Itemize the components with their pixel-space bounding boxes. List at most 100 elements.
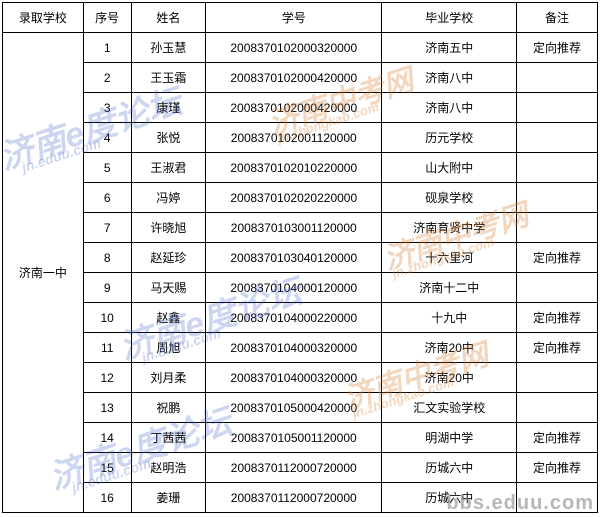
table-row: 4张悦2008370102001120000历元学校 bbox=[3, 123, 598, 153]
cell-remark bbox=[517, 63, 598, 93]
table-row: 3康瑾2008370102000420000济南八中 bbox=[3, 93, 598, 123]
table-row: 16姜珊2008370112000720000历城六中 bbox=[3, 483, 598, 513]
cell-grad: 砚泉学校 bbox=[382, 183, 517, 213]
header-admit-school: 录取学校 bbox=[3, 3, 84, 33]
cell-id: 2008370105000420000 bbox=[206, 393, 382, 423]
cell-grad: 济南20中 bbox=[382, 333, 517, 363]
header-graduate: 毕业学校 bbox=[382, 3, 517, 33]
cell-seq: 8 bbox=[83, 243, 131, 273]
cell-grad: 济南五中 bbox=[382, 33, 517, 63]
cell-seq: 5 bbox=[83, 153, 131, 183]
table-row: 12刘月柔2008370104000320000济南20中 bbox=[3, 363, 598, 393]
table-row: 13祝鹏2008370105000420000汇文实验学校 bbox=[3, 393, 598, 423]
cell-seq: 4 bbox=[83, 123, 131, 153]
cell-id: 2008370104000320000 bbox=[206, 333, 382, 363]
cell-remark bbox=[517, 183, 598, 213]
cell-grad: 济南十二中 bbox=[382, 273, 517, 303]
cell-seq: 15 bbox=[83, 453, 131, 483]
cell-name: 马天赐 bbox=[131, 273, 206, 303]
cell-grad: 历城六中 bbox=[382, 453, 517, 483]
table-row: 6冯婷2008370102020220000砚泉学校 bbox=[3, 183, 598, 213]
cell-name: 赵鑫 bbox=[131, 303, 206, 333]
cell-grad: 济南八中 bbox=[382, 63, 517, 93]
cell-remark: 定向推荐 bbox=[517, 423, 598, 453]
cell-seq: 10 bbox=[83, 303, 131, 333]
cell-id: 2008370102020220000 bbox=[206, 183, 382, 213]
header-remark: 备注 bbox=[517, 3, 598, 33]
cell-seq: 11 bbox=[83, 333, 131, 363]
cell-name: 王玉霜 bbox=[131, 63, 206, 93]
cell-remark: 定向推荐 bbox=[517, 453, 598, 483]
cell-name: 赵延珍 bbox=[131, 243, 206, 273]
cell-id: 2008370103040120000 bbox=[206, 243, 382, 273]
cell-name: 赵明浩 bbox=[131, 453, 206, 483]
table-header-row: 录取学校 序号 姓名 学号 毕业学校 备注 bbox=[3, 3, 598, 33]
cell-grad: 历城六中 bbox=[382, 483, 517, 513]
cell-seq: 1 bbox=[83, 33, 131, 63]
cell-remark: 定向推荐 bbox=[517, 243, 598, 273]
table-row: 7许晓旭2008370103001120000济南育贤中学 bbox=[3, 213, 598, 243]
cell-name: 祝鹏 bbox=[131, 393, 206, 423]
cell-remark: 定向推荐 bbox=[517, 303, 598, 333]
cell-grad: 十九中 bbox=[382, 303, 517, 333]
cell-id: 2008370102000420000 bbox=[206, 93, 382, 123]
cell-remark bbox=[517, 273, 598, 303]
cell-seq: 9 bbox=[83, 273, 131, 303]
cell-grad: 明湖中学 bbox=[382, 423, 517, 453]
table-row: 2王玉霜2008370102000420000济南八中 bbox=[3, 63, 598, 93]
cell-remark bbox=[517, 483, 598, 513]
table-row: 济南一中1孙玉慧2008370102000320000济南五中定向推荐 bbox=[3, 33, 598, 63]
table-row: 9马天赐2008370104000120000济南十二中 bbox=[3, 273, 598, 303]
header-student-id: 学号 bbox=[206, 3, 382, 33]
cell-id: 2008370112000720000 bbox=[206, 483, 382, 513]
cell-remark: 定向推荐 bbox=[517, 33, 598, 63]
cell-name: 刘月柔 bbox=[131, 363, 206, 393]
table-row: 10赵鑫2008370104000220000十九中定向推荐 bbox=[3, 303, 598, 333]
table-body: 济南一中1孙玉慧2008370102000320000济南五中定向推荐2王玉霜2… bbox=[3, 33, 598, 513]
cell-remark bbox=[517, 153, 598, 183]
cell-seq: 16 bbox=[83, 483, 131, 513]
cell-remark bbox=[517, 123, 598, 153]
cell-remark: 定向推荐 bbox=[517, 333, 598, 363]
cell-seq: 3 bbox=[83, 93, 131, 123]
cell-name: 丁茜茜 bbox=[131, 423, 206, 453]
table-row: 14丁茜茜2008370105001120000明湖中学定向推荐 bbox=[3, 423, 598, 453]
cell-id: 2008370102010220000 bbox=[206, 153, 382, 183]
admit-school-cell: 济南一中 bbox=[3, 33, 84, 513]
cell-grad: 汇文实验学校 bbox=[382, 393, 517, 423]
cell-name: 冯婷 bbox=[131, 183, 206, 213]
cell-grad: 济南八中 bbox=[382, 93, 517, 123]
cell-grad: 山大附中 bbox=[382, 153, 517, 183]
header-seq: 序号 bbox=[83, 3, 131, 33]
cell-id: 2008370103001120000 bbox=[206, 213, 382, 243]
cell-id: 2008370102001120000 bbox=[206, 123, 382, 153]
cell-id: 2008370104000120000 bbox=[206, 273, 382, 303]
table-row: 8赵延珍2008370103040120000十六里河定向推荐 bbox=[3, 243, 598, 273]
cell-name: 周旭 bbox=[131, 333, 206, 363]
table-row: 11周旭2008370104000320000济南20中定向推荐 bbox=[3, 333, 598, 363]
cell-remark bbox=[517, 213, 598, 243]
cell-grad: 济南20中 bbox=[382, 363, 517, 393]
cell-id: 2008370102000320000 bbox=[206, 33, 382, 63]
table-row: 15赵明浩2008370112000720000历城六中定向推荐 bbox=[3, 453, 598, 483]
table-row: 5王淑君2008370102010220000山大附中 bbox=[3, 153, 598, 183]
cell-remark bbox=[517, 93, 598, 123]
cell-seq: 6 bbox=[83, 183, 131, 213]
cell-name: 姜珊 bbox=[131, 483, 206, 513]
cell-id: 2008370105001120000 bbox=[206, 423, 382, 453]
cell-seq: 2 bbox=[83, 63, 131, 93]
cell-seq: 14 bbox=[83, 423, 131, 453]
cell-id: 2008370102000420000 bbox=[206, 63, 382, 93]
cell-grad: 济南育贤中学 bbox=[382, 213, 517, 243]
cell-grad: 历元学校 bbox=[382, 123, 517, 153]
cell-name: 张悦 bbox=[131, 123, 206, 153]
cell-name: 许晓旭 bbox=[131, 213, 206, 243]
cell-name: 王淑君 bbox=[131, 153, 206, 183]
cell-id: 2008370104000220000 bbox=[206, 303, 382, 333]
cell-seq: 13 bbox=[83, 393, 131, 423]
cell-name: 康瑾 bbox=[131, 93, 206, 123]
cell-seq: 12 bbox=[83, 363, 131, 393]
cell-remark bbox=[517, 393, 598, 423]
cell-id: 2008370112000720000 bbox=[206, 453, 382, 483]
cell-seq: 7 bbox=[83, 213, 131, 243]
